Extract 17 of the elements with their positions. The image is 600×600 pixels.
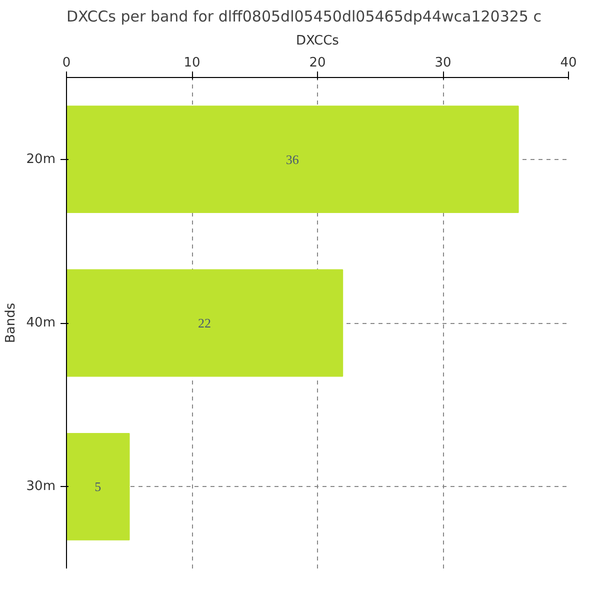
bar [66, 106, 519, 214]
bar [66, 432, 130, 540]
y-tick-label: 30m [26, 479, 56, 494]
x-axis-title: DXCCs [296, 34, 340, 48]
x-tick-label: 20 [309, 56, 326, 70]
chart-title: DXCCs per band for dlff0805dl05450dl05465dp44wca120325 c [66, 8, 542, 26]
x-tick-label: 30 [434, 56, 452, 70]
y-axis-title: Bands [3, 302, 18, 344]
data-label: 36 [286, 152, 300, 167]
x-tick-label: 0 [62, 56, 71, 70]
y-tick-label: 20m [26, 152, 56, 167]
x-tick-label: 10 [184, 56, 200, 70]
y-tick-label: 40m [26, 316, 56, 330]
bar [66, 269, 344, 377]
data-label: 22 [198, 316, 212, 330]
data-label: 5 [94, 479, 102, 494]
x-tick-label: 40 [560, 56, 577, 70]
